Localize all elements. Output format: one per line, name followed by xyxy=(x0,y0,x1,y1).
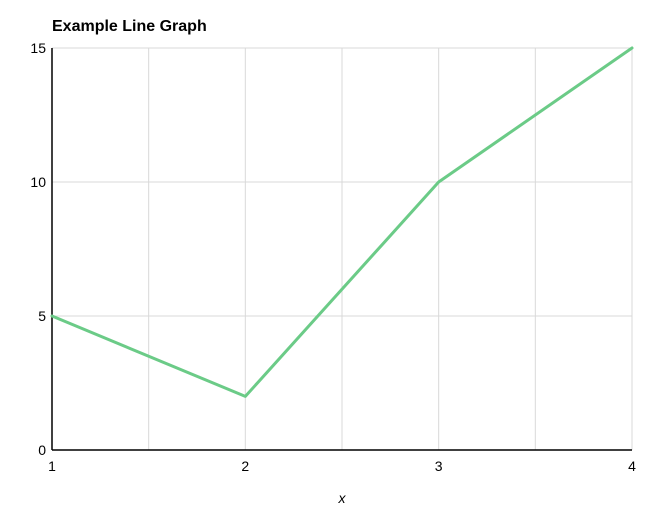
x-tick-label: 4 xyxy=(617,458,647,474)
y-tick-label: 5 xyxy=(10,308,46,324)
chart-plot-area xyxy=(52,48,632,450)
x-tick-label: 2 xyxy=(230,458,260,474)
x-tick-label: 3 xyxy=(424,458,454,474)
y-tick-label: 15 xyxy=(10,40,46,56)
y-tick-label: 10 xyxy=(10,174,46,190)
chart-title: Example Line Graph xyxy=(52,18,207,36)
y-tick-label: 0 xyxy=(10,442,46,458)
x-axis-label: x xyxy=(322,490,362,506)
line-chart: Example Line Graph x 0 5 10 15 1 2 3 4 xyxy=(0,0,660,526)
x-tick-label: 1 xyxy=(37,458,67,474)
